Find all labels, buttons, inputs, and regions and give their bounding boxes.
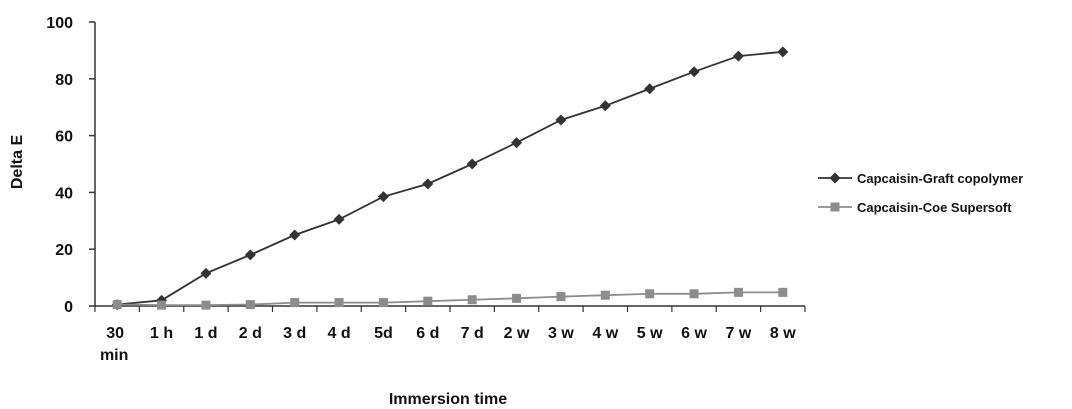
legend-item: Capcaisin-Coe Supersoft xyxy=(818,200,1012,215)
data-point xyxy=(466,158,478,170)
data-point xyxy=(333,213,345,225)
legend-label: Capcaisin-Coe Supersoft xyxy=(857,200,1012,215)
data-point xyxy=(157,300,167,310)
y-tick-label: 80 xyxy=(55,72,73,89)
data-point xyxy=(201,300,211,310)
data-point xyxy=(290,298,300,308)
x-tick-label: 1 h xyxy=(150,325,173,342)
x-tick-label: 1 d xyxy=(194,325,217,342)
series-1 xyxy=(111,46,789,311)
x-tick-label: 4 w xyxy=(592,325,618,342)
data-point xyxy=(378,298,388,308)
x-tick-label: 6 d xyxy=(416,325,439,342)
series-2 xyxy=(112,287,788,310)
data-point xyxy=(512,293,522,303)
x-axis-title: Immersion time xyxy=(389,391,507,408)
data-point xyxy=(778,287,788,297)
data-point xyxy=(688,66,700,78)
series-group xyxy=(111,46,789,311)
x-tick-label: 2 d xyxy=(239,325,262,342)
legend-label: Capcaisin-Graft copolymer xyxy=(857,171,1023,186)
data-point xyxy=(777,46,789,58)
x-tick-label: 3 d xyxy=(283,325,306,342)
y-tick-label: 100 xyxy=(46,15,73,32)
y-tick-label: 40 xyxy=(55,185,73,202)
legend-marker xyxy=(830,202,840,212)
series-line xyxy=(117,50,783,306)
x-tick-label: 8 w xyxy=(770,325,796,342)
series-line xyxy=(117,291,783,307)
y-tick-label: 0 xyxy=(64,299,73,316)
data-point xyxy=(732,50,744,62)
data-point xyxy=(645,289,655,299)
x-tick-label: 2 w xyxy=(504,325,530,342)
data-point xyxy=(423,296,433,306)
x-axis-ticks: 30 min 1 h 1 d 2 d 3 d 4 d 5d 6 d 7 d 2 w 3 w 4 w 5 w… xyxy=(94,306,806,364)
data-point xyxy=(200,267,212,279)
data-point xyxy=(511,137,523,149)
data-point xyxy=(244,249,256,261)
x-tick-label: 7 d xyxy=(461,325,484,342)
data-point xyxy=(422,178,434,190)
legend-item: Capcaisin-Graft copolymer xyxy=(818,171,1023,186)
data-point xyxy=(599,100,611,112)
x-tick-label: 30 min xyxy=(100,325,128,364)
data-point xyxy=(245,300,255,310)
y-tick-label: 20 xyxy=(55,242,73,259)
data-point xyxy=(112,300,122,310)
y-axis-title: Delta E xyxy=(9,135,26,190)
x-tick-label: 5 w xyxy=(637,325,663,342)
data-point xyxy=(467,295,477,305)
y-tick-label: 60 xyxy=(55,129,73,146)
y-axis-ticks: 0 20 40 60 80 100 xyxy=(46,15,95,316)
data-point xyxy=(600,290,610,300)
axes xyxy=(94,22,805,307)
data-point xyxy=(644,83,656,95)
legend-marker xyxy=(829,172,841,184)
x-tick-label: 6 w xyxy=(681,325,707,342)
data-point xyxy=(556,292,566,302)
legend: Capcaisin-Graft copolymer Capcaisin-Coe S… xyxy=(818,171,1023,215)
data-point xyxy=(555,114,567,126)
data-point xyxy=(733,287,743,297)
x-tick-label: 5d xyxy=(374,325,393,342)
x-tick-label: 7 w xyxy=(726,325,752,342)
data-point xyxy=(689,289,699,299)
x-tick-label: 3 w xyxy=(548,325,574,342)
data-point xyxy=(289,229,301,241)
data-point xyxy=(377,191,389,203)
data-point xyxy=(334,298,344,308)
x-tick-label: 4 d xyxy=(328,325,351,342)
